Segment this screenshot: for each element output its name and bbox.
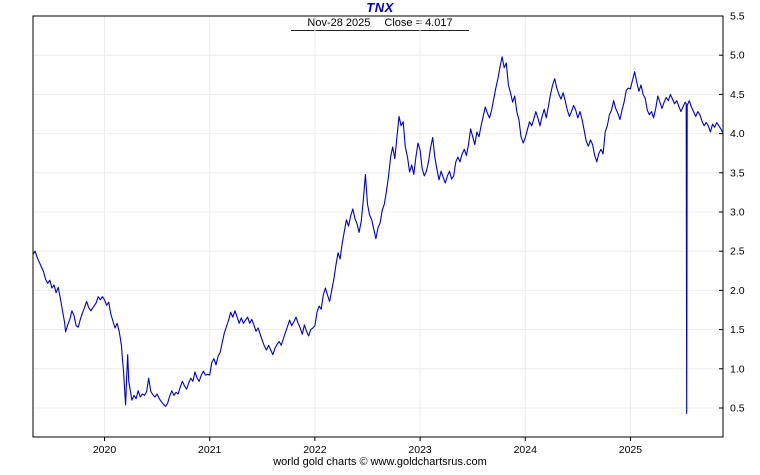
- y-tick-label: 2.0: [730, 285, 745, 297]
- chart-subtitle-box: Nov-28 2025 Close = 4.017: [291, 17, 469, 31]
- y-tick-label: 5.5: [730, 11, 745, 23]
- y-tick-label: 3.5: [730, 167, 745, 179]
- y-tick-label: 0.5: [730, 402, 745, 414]
- subtitle-close: Close = 4.017: [384, 17, 453, 29]
- y-tick-label: 3.0: [730, 206, 745, 218]
- footer-credit: world gold charts © www.goldchartsrus.co…: [273, 456, 487, 468]
- y-tick-label: 1.0: [730, 363, 745, 375]
- x-tick-label: 2024: [514, 444, 538, 456]
- chart-title: TNX: [366, 0, 394, 15]
- x-tick-label: 2025: [619, 444, 643, 456]
- price-line: [32, 56, 723, 415]
- y-tick-label: 4.5: [730, 89, 745, 101]
- subtitle-date: Nov-28 2025: [307, 17, 371, 29]
- x-tick-label: 2023: [408, 444, 432, 456]
- plot-border: [32, 15, 724, 438]
- y-tick-label: 4.0: [730, 128, 745, 140]
- chart-subtitle: Nov-28 2025 Close = 4.017: [0, 17, 760, 31]
- x-tick-label: 2020: [93, 444, 117, 456]
- y-tick-label: 1.5: [730, 324, 745, 336]
- x-tick-label: 2021: [198, 444, 222, 456]
- x-tick-label: 2022: [303, 444, 327, 456]
- y-tick-label: 2.5: [730, 246, 745, 258]
- y-tick-label: 5.0: [730, 50, 745, 62]
